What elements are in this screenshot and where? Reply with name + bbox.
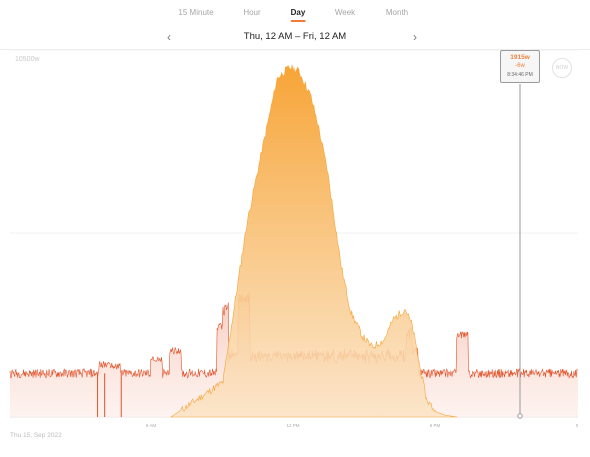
chevron-right-icon[interactable]: › xyxy=(413,30,417,44)
x-tick-6pm: 6 PM xyxy=(429,423,441,428)
date-range-title: Thu, 12 AM – Fri, 12 AM xyxy=(243,31,347,42)
tab-week[interactable]: Week xyxy=(334,8,356,17)
solar-production-area xyxy=(169,64,458,418)
chevron-left-icon[interactable]: ‹ xyxy=(167,30,171,44)
cursor-marker xyxy=(517,413,523,419)
tab-day[interactable]: Day xyxy=(290,8,306,22)
tooltip-delta: -6w xyxy=(515,63,525,69)
tooltip-time: 8:34:46 PM xyxy=(507,72,533,78)
tooltip-power: 1915w xyxy=(510,54,530,61)
x-tick-end: 0 xyxy=(575,423,579,428)
y-max-label: 10500w xyxy=(15,56,40,63)
x-tick-6am: 6 AM xyxy=(145,423,157,428)
power-tooltip: 1915w -6w 8:34:46 PM xyxy=(500,50,540,83)
period-tabs: 15 Minute Hour Day Week Month xyxy=(0,8,590,28)
date-label: Thu 15, Sep 2022 xyxy=(10,432,62,439)
tab-hour[interactable]: Hour xyxy=(243,8,261,17)
date-navigator: ‹ Thu, 12 AM – Fri, 12 AM › xyxy=(0,29,590,45)
tab-15-minute[interactable]: 15 Minute xyxy=(178,8,214,17)
x-tick-12pm: 12 PM xyxy=(286,423,300,428)
tab-month[interactable]: Month xyxy=(385,8,409,17)
now-button[interactable]: NOW xyxy=(552,58,572,78)
